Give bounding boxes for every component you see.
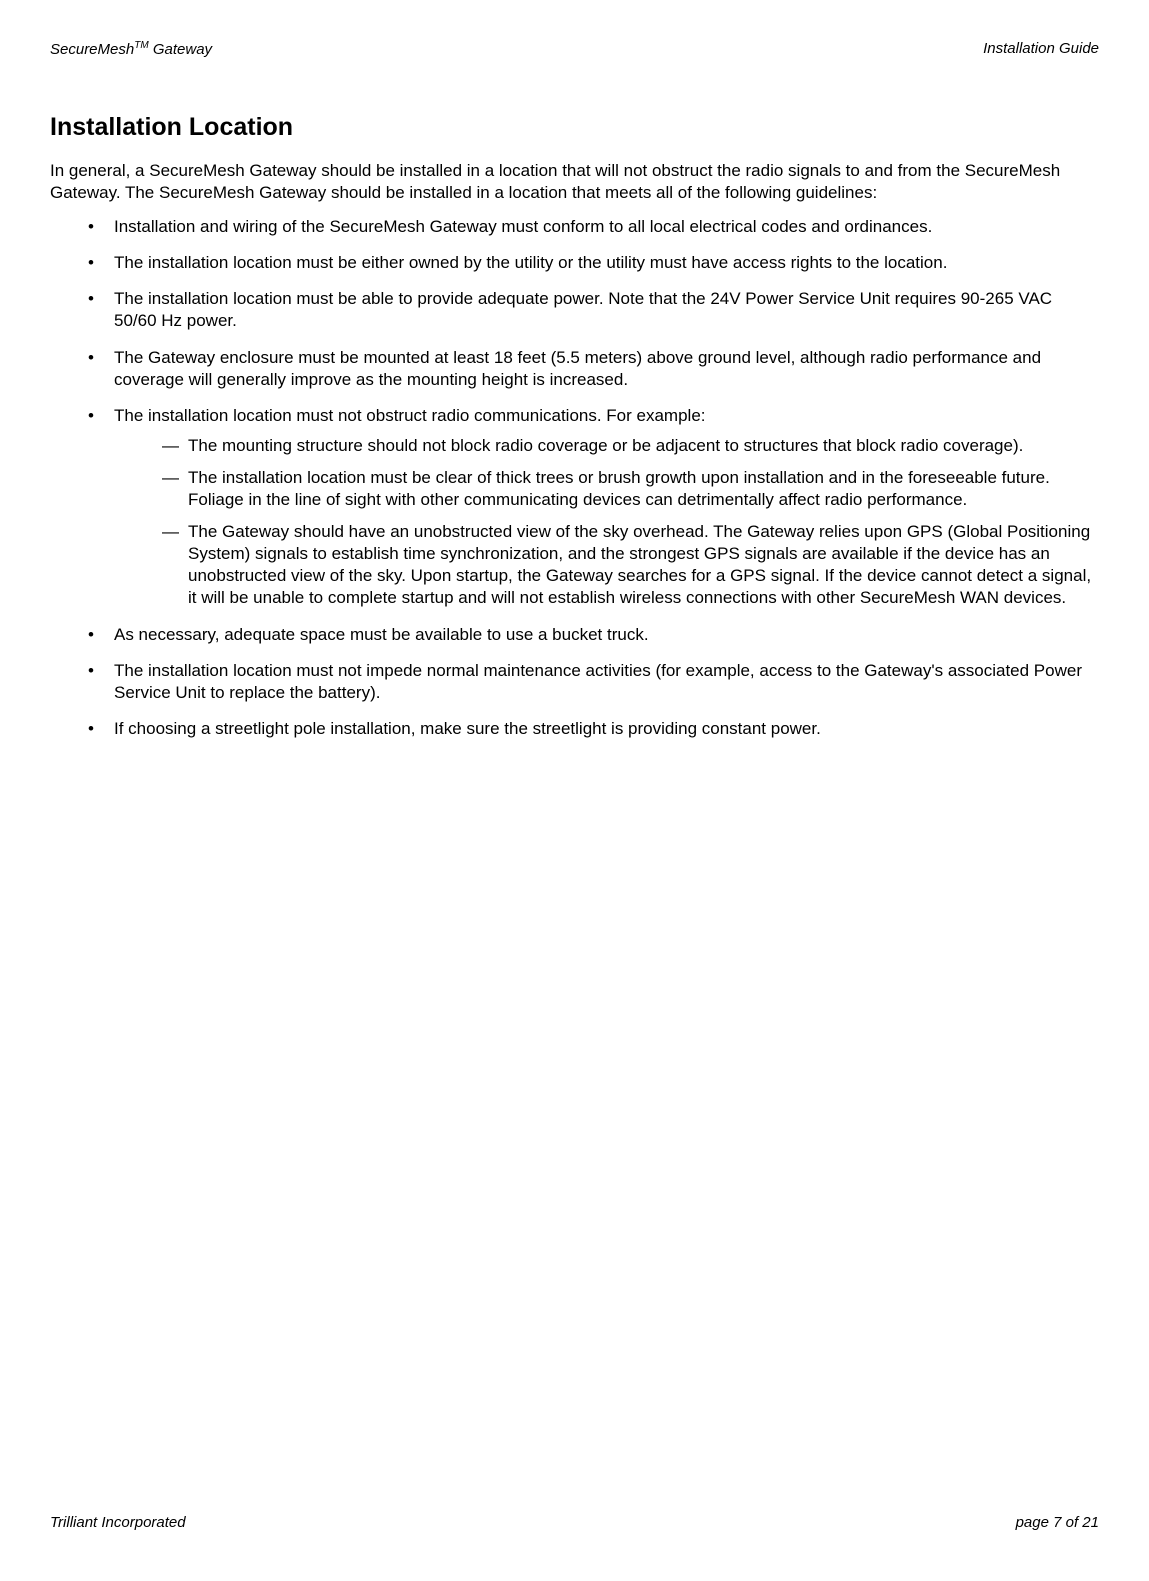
list-item: The installation location must not obstr… bbox=[88, 405, 1099, 610]
list-item: The Gateway enclosure must be mounted at… bbox=[88, 347, 1099, 391]
list-item: If choosing a streetlight pole installat… bbox=[88, 718, 1099, 740]
list-item: The installation location must not imped… bbox=[88, 660, 1099, 704]
intro-paragraph: In general, a SecureMesh Gateway should … bbox=[50, 160, 1099, 204]
list-item: The installation location must be able t… bbox=[88, 288, 1099, 332]
page-header: SecureMeshTM Gateway Installation Guide bbox=[50, 40, 1099, 58]
sub-list-item: The Gateway should have an unobstructed … bbox=[162, 521, 1099, 609]
header-left-super: TM bbox=[134, 40, 148, 51]
header-left-prefix: SecureMesh bbox=[50, 41, 134, 58]
list-item-text: The installation location must not obstr… bbox=[114, 406, 706, 425]
footer-left: Trilliant Incorporated bbox=[50, 1514, 186, 1531]
sub-list-item: The installation location must be clear … bbox=[162, 467, 1099, 511]
list-item: As necessary, adequate space must be ava… bbox=[88, 624, 1099, 646]
list-item: Installation and wiring of the SecureMes… bbox=[88, 216, 1099, 238]
list-item: The installation location must be either… bbox=[88, 252, 1099, 274]
footer-right: page 7 of 21 bbox=[1016, 1514, 1099, 1531]
page-footer: Trilliant Incorporated page 7 of 21 bbox=[50, 1514, 1099, 1531]
guideline-list: Installation and wiring of the SecureMes… bbox=[50, 216, 1099, 740]
header-left: SecureMeshTM Gateway bbox=[50, 40, 212, 58]
sub-list: The mounting structure should not block … bbox=[114, 435, 1099, 610]
header-right: Installation Guide bbox=[983, 40, 1099, 58]
header-left-suffix: Gateway bbox=[149, 41, 212, 58]
section-heading: Installation Location bbox=[50, 113, 1099, 142]
sub-list-item: The mounting structure should not block … bbox=[162, 435, 1099, 457]
